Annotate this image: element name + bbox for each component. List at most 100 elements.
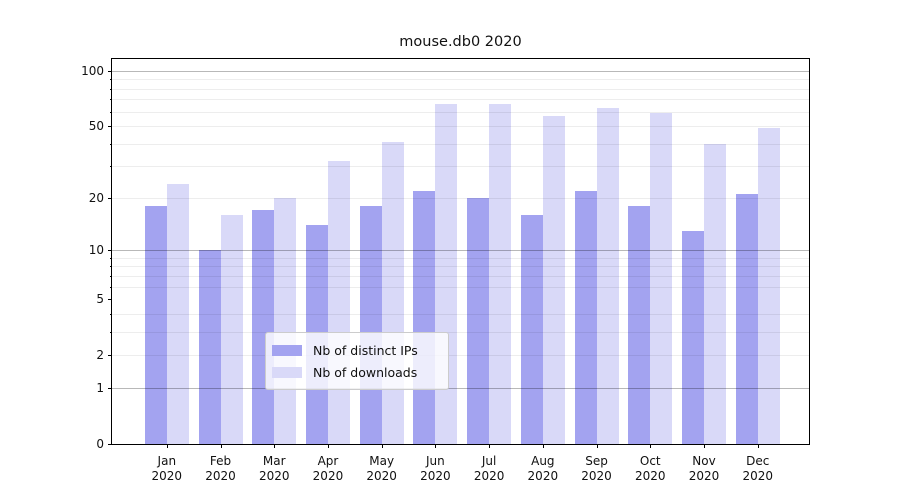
gridline-minor-90 [112, 79, 809, 81]
x-tick-nov [704, 444, 705, 448]
y-minor-tick-30 [110, 166, 112, 168]
x-tick-jun [435, 444, 437, 448]
bar-nb-of-distinct-ips-mar [252, 210, 275, 444]
bar-nb-of-downloads-aug [542, 115, 565, 444]
x-label-month: Oct [639, 454, 661, 468]
bar-nb-of-downloads-may [381, 141, 404, 444]
y-tick-10 [108, 250, 112, 252]
x-tick-mar [274, 444, 276, 448]
bar-nb-of-downloads-oct [650, 113, 673, 444]
y-minor-tick-3 [110, 331, 112, 333]
bar-nb-of-distinct-ips-jul [467, 197, 490, 444]
gridline-minor-60 [112, 111, 809, 113]
y-tick-label-50: 50 [88, 119, 104, 134]
x-label-year: 2020 [366, 469, 397, 483]
x-label-month: Jun [426, 454, 445, 468]
x-tick-label-jun: Jun 2020 [403, 454, 467, 484]
x-tick-feb [220, 444, 222, 448]
y-minor-tick-70 [110, 99, 112, 101]
x-tick-aug [542, 444, 544, 448]
bar-nb-of-distinct-ips-jun [413, 190, 436, 444]
legend-item-nb-of-distinct-ips: Nb of distinct IPs [272, 339, 438, 361]
y-tick-label-5: 5 [96, 292, 104, 307]
x-tick-oct [650, 444, 652, 448]
y-minor-tick-80 [110, 88, 112, 90]
x-label-year: 2020 [688, 469, 720, 483]
y-tick-label-20: 20 [88, 190, 104, 205]
legend-swatch-nb-of-distinct-ips [272, 344, 302, 356]
x-tick-label-jan: Jan 2020 [135, 454, 199, 484]
x-label-month: Nov [692, 454, 716, 468]
bar-nb-of-distinct-ips-jan [144, 206, 167, 444]
y-tick-100 [108, 70, 112, 72]
y-minor-tick-40 [110, 143, 112, 145]
x-tick-label-dec: Dec 2020 [726, 454, 790, 484]
x-tick-label-feb: Feb 2020 [189, 454, 253, 484]
x-tick-dec [757, 444, 759, 448]
x-tick-jan [166, 444, 168, 448]
x-label-month: Feb [209, 454, 232, 468]
plot-area: Jan 2020 Feb 2020 Mar 2020 Apr 2020 May 2020 Jun 20… [81, 58, 810, 483]
x-label-month: May [369, 454, 395, 468]
x-tick-apr [327, 444, 329, 448]
x-label-year: 2020 [151, 469, 183, 483]
x-label-year: 2020 [742, 469, 773, 483]
gridline-minor-50 [112, 126, 809, 128]
y-tick-label-10: 10 [88, 243, 104, 258]
legend: Nb of distinct IPs Nb of downloads [265, 332, 449, 390]
x-label-month: Dec [746, 454, 770, 468]
legend-label-nb-of-distinct-ips: Nb of distinct IPs [313, 342, 418, 358]
bar-nb-of-distinct-ips-feb [198, 250, 221, 444]
bar-nb-of-downloads-feb [220, 215, 243, 444]
x-tick-label-nov: Nov 2020 [672, 454, 736, 484]
x-label-month: Jan [157, 454, 177, 468]
x-label-year: 2020 [634, 469, 666, 483]
legend-item-nb-of-downloads: Nb of downloads [272, 361, 438, 383]
y-tick-50 [108, 126, 112, 128]
y-minor-tick-60 [110, 111, 112, 113]
y-tick-0 [108, 444, 112, 445]
y-minor-tick-9 [110, 257, 112, 259]
bar-nb-of-downloads-mar [274, 197, 297, 444]
x-label-year: 2020 [420, 469, 451, 483]
x-label-year: 2020 [312, 469, 344, 483]
bar-nb-of-downloads-jun [435, 104, 458, 444]
y-minor-tick-7 [110, 275, 112, 277]
legend-label-nb-of-downloads: Nb of downloads [313, 364, 418, 380]
y-tick-5 [108, 299, 112, 301]
y-tick-20 [108, 197, 112, 199]
y-minor-tick-4 [110, 313, 112, 315]
x-tick-label-jul: Jul 2020 [457, 454, 521, 484]
x-tick-label-apr: Apr 2020 [296, 454, 360, 484]
x-tick-jul [489, 444, 491, 448]
bar-nb-of-downloads-jan [166, 183, 189, 444]
x-label-year: 2020 [473, 469, 505, 483]
y-minor-tick-90 [110, 79, 112, 81]
x-tick-label-mar: Mar 2020 [242, 454, 306, 484]
legend-swatch-nb-of-downloads [272, 366, 302, 378]
bar-nb-of-downloads-sep [596, 107, 619, 444]
y-tick-label-1: 1 [96, 381, 104, 395]
y-tick-1 [108, 388, 112, 389]
chart-title: mouse.db0 2020 [399, 34, 522, 50]
bar-nb-of-distinct-ips-sep [574, 190, 597, 444]
bar-nb-of-distinct-ips-oct [628, 206, 651, 444]
y-minor-tick-8 [110, 266, 112, 268]
y-tick-2 [108, 355, 112, 357]
y-minor-tick-6 [110, 286, 112, 288]
x-label-month: Jul [481, 454, 497, 468]
x-tick-label-aug: Aug 2020 [511, 454, 575, 484]
bar-nb-of-distinct-ips-nov [682, 230, 704, 444]
x-tick-label-oct: Oct 2020 [618, 454, 682, 484]
bar-nb-of-distinct-ips-dec [735, 194, 758, 444]
x-tick-label-sep: Sep 2020 [565, 454, 629, 484]
x-label-year: 2020 [527, 469, 559, 483]
y-tick-label-100: 100 [81, 63, 104, 78]
x-tick-may [381, 444, 383, 448]
x-label-year: 2020 [205, 469, 236, 483]
x-label-year: 2020 [258, 469, 290, 483]
y-tick-label-2: 2 [96, 348, 104, 363]
bar-nb-of-downloads-apr [327, 161, 350, 444]
bar-nb-of-downloads-jul [489, 104, 512, 444]
